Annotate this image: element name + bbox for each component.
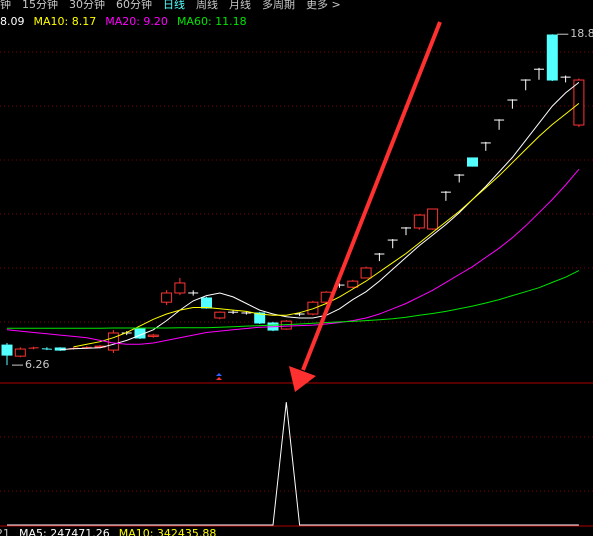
candle-body bbox=[254, 312, 266, 324]
annotation-label: 6.26 bbox=[25, 358, 50, 371]
indicator-legend: MA5: 247471.26 bbox=[19, 527, 110, 536]
candle-body bbox=[546, 34, 558, 81]
indicator-legend: 21 bbox=[0, 527, 10, 536]
toolbar-tab[interactable]: 钟 bbox=[0, 0, 11, 11]
candle-body bbox=[81, 346, 92, 349]
candle-body bbox=[28, 347, 39, 349]
candle-body bbox=[347, 280, 359, 288]
candle-body bbox=[214, 311, 226, 319]
candle-body bbox=[427, 208, 439, 230]
annotation-label: 18.8 bbox=[570, 27, 593, 40]
toolbar-tab[interactable]: 多周期 bbox=[262, 0, 295, 11]
candle-body bbox=[413, 214, 425, 229]
candle-body bbox=[307, 301, 319, 315]
candle-body bbox=[1, 344, 13, 356]
plot: 6.26 18.8 bbox=[1, 27, 593, 526]
legend-entry: MA20: 9.20 bbox=[105, 15, 168, 28]
indicator-line bbox=[7, 402, 579, 526]
signal-marker bbox=[216, 377, 222, 380]
candle-body bbox=[41, 348, 52, 350]
indicator-legend: MA10: 342435.88 bbox=[119, 527, 217, 536]
candle-body bbox=[174, 282, 186, 294]
legend-entry: MA10: 8.17 bbox=[34, 15, 97, 28]
candle-body bbox=[573, 79, 585, 126]
toolbar-tab[interactable]: 月线 bbox=[229, 0, 251, 11]
legend-entry: MA60: 11.18 bbox=[177, 15, 247, 28]
toolbar-tab[interactable]: 周线 bbox=[196, 0, 218, 11]
candle-body bbox=[14, 348, 26, 357]
candle-body bbox=[147, 334, 159, 337]
toolbar-tab[interactable]: 15分钟 bbox=[22, 0, 58, 11]
ma-line bbox=[6, 168, 580, 345]
toolbar: 钟 15分钟 30分钟 60分钟 日线 周线 月线 多周期 更多 > bbox=[0, 0, 341, 11]
toolbar-tab[interactable]: 更多 > bbox=[306, 0, 341, 11]
ma-line bbox=[7, 270, 580, 329]
legend-entry: 8.09 bbox=[0, 15, 25, 28]
candle-body bbox=[107, 332, 119, 351]
candle-body bbox=[360, 267, 372, 279]
ma-line bbox=[60, 82, 580, 351]
toolbar-tab[interactable]: 30分钟 bbox=[69, 0, 105, 11]
toolbar-tab[interactable]: 60分钟 bbox=[116, 0, 152, 11]
ma-line bbox=[73, 103, 580, 348]
candle-body bbox=[161, 292, 173, 303]
candle-body bbox=[201, 297, 212, 309]
candle-body bbox=[467, 157, 478, 167]
toolbar-tab[interactable]: 日线 bbox=[163, 0, 185, 11]
grid bbox=[0, 51, 593, 492]
signal-marker bbox=[216, 373, 222, 376]
legend: 8.09 MA10: 8.17 MA20: 9.20 MA60: 11.18 21 MA5… bbox=[0, 15, 247, 536]
annotation-arrow bbox=[301, 21, 442, 371]
annotation-arrowhead bbox=[289, 366, 316, 392]
